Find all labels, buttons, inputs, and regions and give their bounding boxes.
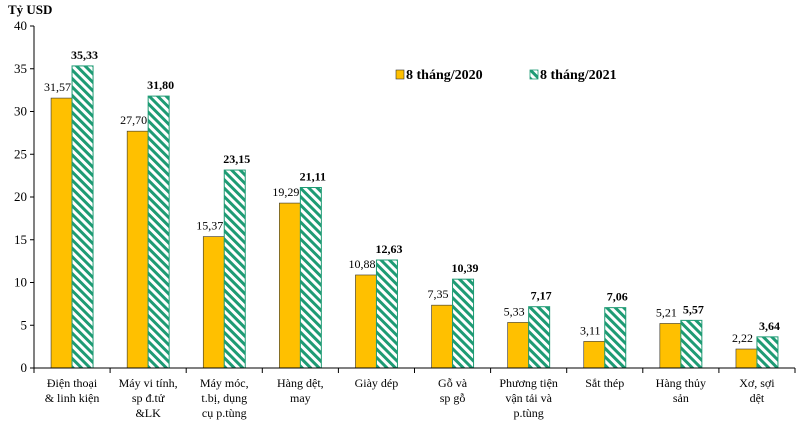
value-label-2021: 5,57	[683, 302, 704, 316]
legend-swatch-2021	[529, 69, 539, 80]
y-tick-label: 40	[14, 18, 27, 33]
bar-2020	[202, 236, 225, 369]
bar-2020	[507, 322, 529, 369]
bar-2021	[375, 259, 398, 369]
legend-swatch-2020	[395, 69, 405, 80]
bar-2021	[223, 169, 246, 369]
bar-2021	[299, 187, 322, 369]
value-label-2020: 15,37	[196, 219, 223, 233]
x-category-label: Hàng thủy sản	[656, 376, 706, 405]
y-tick-label: 35	[14, 61, 27, 76]
bar-2021	[604, 307, 627, 369]
value-label-2021: 23,15	[223, 152, 250, 166]
bar-2021	[528, 306, 551, 369]
x-category-label: Máy móc, t.bị, dụng cụ p.tùng	[200, 376, 249, 420]
value-label-2021: 3,64	[759, 319, 780, 333]
bar-2020	[126, 130, 149, 369]
x-category-label: Máy vi tính, sp đ.tử &LK	[119, 376, 178, 420]
y-tick-label: 15	[14, 232, 27, 247]
bar-2021	[452, 278, 475, 369]
value-label-2020: 3,11	[580, 323, 601, 337]
y-tick-label: 0	[21, 360, 28, 375]
bar-2020	[431, 304, 453, 369]
value-labels-group: 31,57 35,33 27,70 31,80 15,37 23,15 19,2921,11…	[44, 48, 780, 345]
x-category-label: Xơ, sợi dệt	[739, 376, 775, 405]
y-tick-label: 10	[14, 275, 27, 290]
value-label-2021: 31,80	[147, 78, 174, 92]
value-label-2020: 19,29	[272, 185, 299, 199]
bar-2021	[756, 336, 779, 369]
bar-2020	[355, 274, 377, 369]
value-label-2020: 27,70	[120, 113, 147, 127]
value-label-2021: 35,33	[71, 48, 98, 62]
y-tick-label: 5	[21, 317, 28, 332]
x-category-label: Gỗ và sp gỗ	[438, 376, 468, 405]
x-category-label: Hàng dệt, may	[277, 376, 324, 405]
y-tick-label: 30	[14, 104, 27, 119]
y-tick-label: 25	[14, 146, 27, 161]
x-category-label: Sắt thép	[585, 376, 624, 390]
bar-2020	[735, 348, 758, 369]
value-label-2021: 7,06	[607, 290, 628, 304]
y-tick-label: 20	[14, 189, 27, 204]
legend-label-2020: 8 tháng/2020	[406, 68, 483, 83]
bar-2020	[659, 323, 682, 369]
bar-2020	[583, 341, 606, 369]
bars-group	[50, 65, 779, 369]
value-label-2021: 10,39	[452, 261, 479, 275]
bar-2021	[71, 65, 94, 369]
legend-label-2021: 8 tháng/2021	[540, 68, 617, 83]
value-label-2020: 2,22	[732, 331, 753, 345]
x-category-label: Điện thoại & linh kiện	[45, 376, 100, 405]
bar-2020	[279, 202, 301, 369]
value-label-2020: 31,57	[44, 80, 71, 94]
value-label-2021: 21,11	[300, 170, 326, 184]
y-axis: 0 5 10 15 20 25 30 35 40	[14, 18, 35, 375]
value-label-2021: 7,17	[531, 289, 552, 303]
bar-2021	[147, 95, 170, 369]
x-category-label: Giày dép	[355, 376, 399, 390]
x-axis: Điện thoại & linh kiện Máy vi tính, sp đ.tử…	[33, 367, 796, 420]
x-category-label: Phương tiện vận tải và p.tùng	[499, 376, 558, 420]
y-axis-unit-label: Tỷ USD	[8, 2, 52, 17]
bar-2020	[50, 97, 73, 369]
value-label-2020: 5,33	[504, 304, 525, 318]
value-label-2020: 5,21	[656, 305, 677, 319]
value-label-2020: 7,35	[428, 287, 449, 301]
value-label-2020: 10,88	[348, 257, 375, 271]
value-label-2021: 12,63	[375, 242, 402, 256]
legend: 8 tháng/2020 8 tháng/2021	[395, 68, 617, 83]
bar-2021	[680, 319, 703, 369]
